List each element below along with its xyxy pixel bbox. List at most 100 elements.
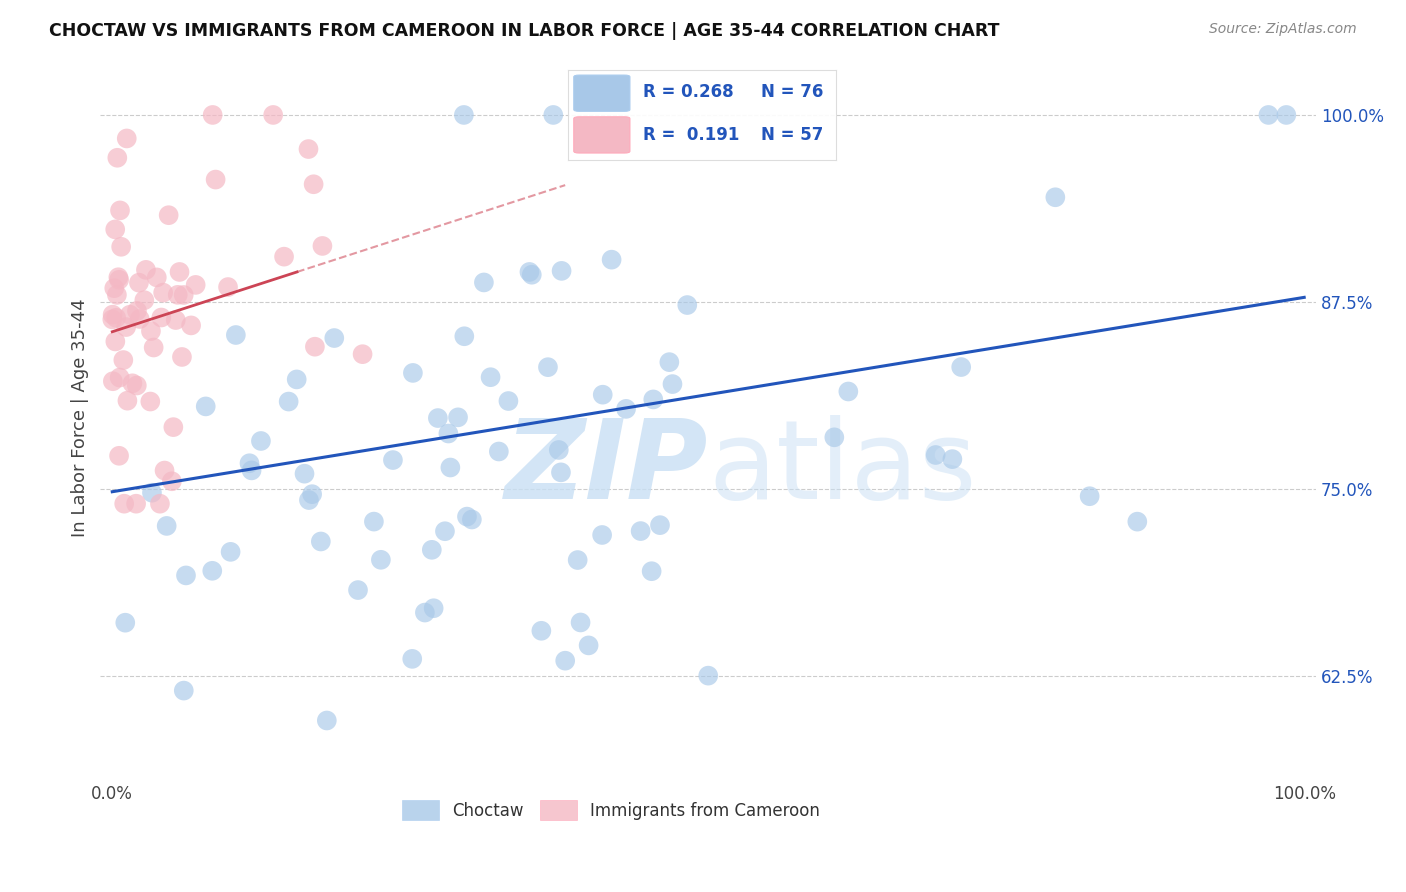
Point [125,378,148,392]
Point [302,178,325,192]
Point [591,528,613,542]
Point [173,288,195,302]
Point [165,313,187,327]
Point [149,497,172,511]
Point [170,350,193,364]
Point [160,475,183,489]
Point [422,601,444,615]
Point [298,493,321,508]
Point [498,394,520,409]
Point [117,393,139,408]
Text: atlas: atlas [709,415,977,522]
Point [108,370,131,384]
Point [180,318,202,333]
Point [141,485,163,500]
Text: Source: ZipAtlas.com: Source: ZipAtlas.com [1209,22,1357,37]
Point [135,263,157,277]
Point [101,374,124,388]
Point [166,288,188,302]
Point [125,304,148,318]
Point [297,142,319,156]
Legend: Choctaw, Immigrants from Cameroon: Choctaw, Immigrants from Cameroon [395,794,827,826]
Point [433,524,456,539]
Point [950,359,973,374]
Point [238,456,260,470]
Point [614,401,637,416]
Point [370,553,392,567]
Point [352,347,374,361]
Point [104,334,127,349]
Point [250,434,273,448]
Point [104,222,127,236]
Point [550,264,572,278]
Point [184,277,207,292]
Point [152,285,174,300]
Point [437,426,460,441]
Point [543,108,565,122]
Point [118,308,141,322]
Point [550,466,572,480]
Point [156,519,179,533]
Point [115,320,138,334]
Point [150,310,173,325]
Point [110,240,132,254]
Point [837,384,859,399]
Point [569,615,592,630]
Point [108,203,131,218]
Point [640,564,662,578]
Point [121,376,143,391]
Point [146,270,169,285]
Point [520,268,543,282]
Y-axis label: In Labor Force | Age 35-44: In Labor Force | Age 35-44 [72,299,89,537]
Point [941,452,963,467]
Point [240,463,263,477]
Point [1126,515,1149,529]
Text: CHOCTAW VS IMMIGRANTS FROM CAMEROON IN LABOR FORCE | AGE 35-44 CORRELATION CHART: CHOCTAW VS IMMIGRANTS FROM CAMEROON IN L… [49,22,1000,40]
Point [225,328,247,343]
Point [447,410,470,425]
Point [648,518,671,533]
Point [107,270,129,285]
Point [219,545,242,559]
Point [453,108,475,122]
Point [547,442,569,457]
Point [174,568,197,582]
Point [134,293,156,308]
Point [600,252,623,267]
Point [139,324,162,338]
Point [101,308,124,322]
Point [115,131,138,145]
Point [1078,489,1101,503]
Point [323,331,346,345]
Point [1275,108,1298,122]
Point [105,310,128,325]
Point [420,542,443,557]
Point [347,583,370,598]
Point [381,453,404,467]
Point [479,370,502,384]
Point [311,239,333,253]
Point [402,366,425,380]
Point [456,509,478,524]
Point [114,615,136,630]
Point [103,281,125,295]
Point [658,355,681,369]
Point [661,377,683,392]
Point [162,420,184,434]
Point [592,387,614,401]
Point [519,265,541,279]
Point [105,288,128,302]
Point [472,276,495,290]
Point [277,394,299,409]
Point [304,340,326,354]
Point [823,430,845,444]
Point [139,394,162,409]
Point [204,172,226,186]
Point [426,411,449,425]
Point [125,497,148,511]
Point [567,553,589,567]
Point [1045,190,1067,204]
Point [578,639,600,653]
Point [262,108,284,122]
Point [401,652,423,666]
